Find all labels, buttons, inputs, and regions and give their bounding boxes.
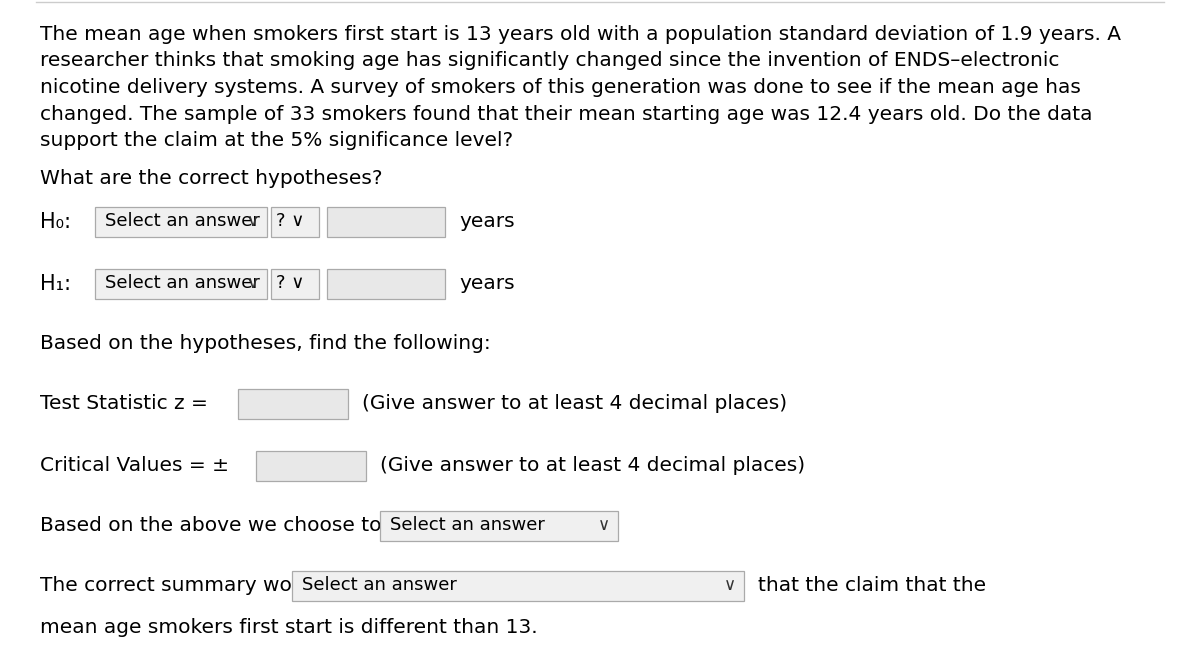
FancyBboxPatch shape	[271, 207, 319, 237]
Text: that the claim that the: that the claim that the	[758, 576, 986, 595]
Text: H₁:: H₁:	[40, 274, 71, 294]
FancyBboxPatch shape	[326, 268, 445, 298]
Text: ∨: ∨	[247, 274, 259, 292]
Text: Select an answer: Select an answer	[390, 517, 545, 534]
Text: ∨: ∨	[247, 213, 259, 231]
Text: years: years	[458, 274, 515, 293]
Text: ∨: ∨	[598, 517, 610, 534]
Text: H₀:: H₀:	[40, 211, 71, 231]
Text: Based on the above we choose to: Based on the above we choose to	[40, 516, 382, 535]
FancyBboxPatch shape	[238, 389, 348, 419]
Text: Select an answer: Select an answer	[106, 213, 260, 231]
Text: Test Statistic z =: Test Statistic z =	[40, 394, 208, 413]
Text: researcher thinks that smoking age has significantly changed since the invention: researcher thinks that smoking age has s…	[40, 51, 1060, 70]
FancyBboxPatch shape	[380, 510, 618, 541]
FancyBboxPatch shape	[326, 207, 445, 237]
Text: ? ∨: ? ∨	[276, 213, 304, 231]
FancyBboxPatch shape	[95, 268, 266, 298]
Text: nicotine delivery systems. A survey of smokers of this generation was done to se: nicotine delivery systems. A survey of s…	[40, 78, 1081, 97]
FancyBboxPatch shape	[95, 207, 266, 237]
Text: What are the correct hypotheses?: What are the correct hypotheses?	[40, 170, 383, 188]
Text: support the claim at the 5% significance level?: support the claim at the 5% significance…	[40, 131, 514, 150]
Text: Based on the hypotheses, find the following:: Based on the hypotheses, find the follow…	[40, 334, 491, 353]
Text: The correct summary would be:: The correct summary would be:	[40, 576, 361, 595]
FancyBboxPatch shape	[271, 268, 319, 298]
Text: Critical Values = ±: Critical Values = ±	[40, 456, 229, 475]
Text: ? ∨: ? ∨	[276, 274, 304, 292]
FancyBboxPatch shape	[256, 450, 366, 480]
Text: mean age smokers first start is different than 13.: mean age smokers first start is differen…	[40, 618, 538, 637]
FancyBboxPatch shape	[292, 571, 744, 601]
Text: (Give answer to at least 4 decimal places): (Give answer to at least 4 decimal place…	[362, 394, 787, 413]
Text: years: years	[458, 212, 515, 231]
Text: Select an answer: Select an answer	[106, 274, 260, 292]
Text: changed. The sample of 33 smokers found that their mean starting age was 12.4 ye: changed. The sample of 33 smokers found …	[40, 105, 1092, 124]
Text: Select an answer: Select an answer	[302, 577, 457, 595]
Text: ∨: ∨	[724, 577, 736, 595]
Text: The mean age when smokers first start is 13 years old with a population standard: The mean age when smokers first start is…	[40, 25, 1121, 44]
Text: (Give answer to at least 4 decimal places): (Give answer to at least 4 decimal place…	[380, 456, 805, 475]
